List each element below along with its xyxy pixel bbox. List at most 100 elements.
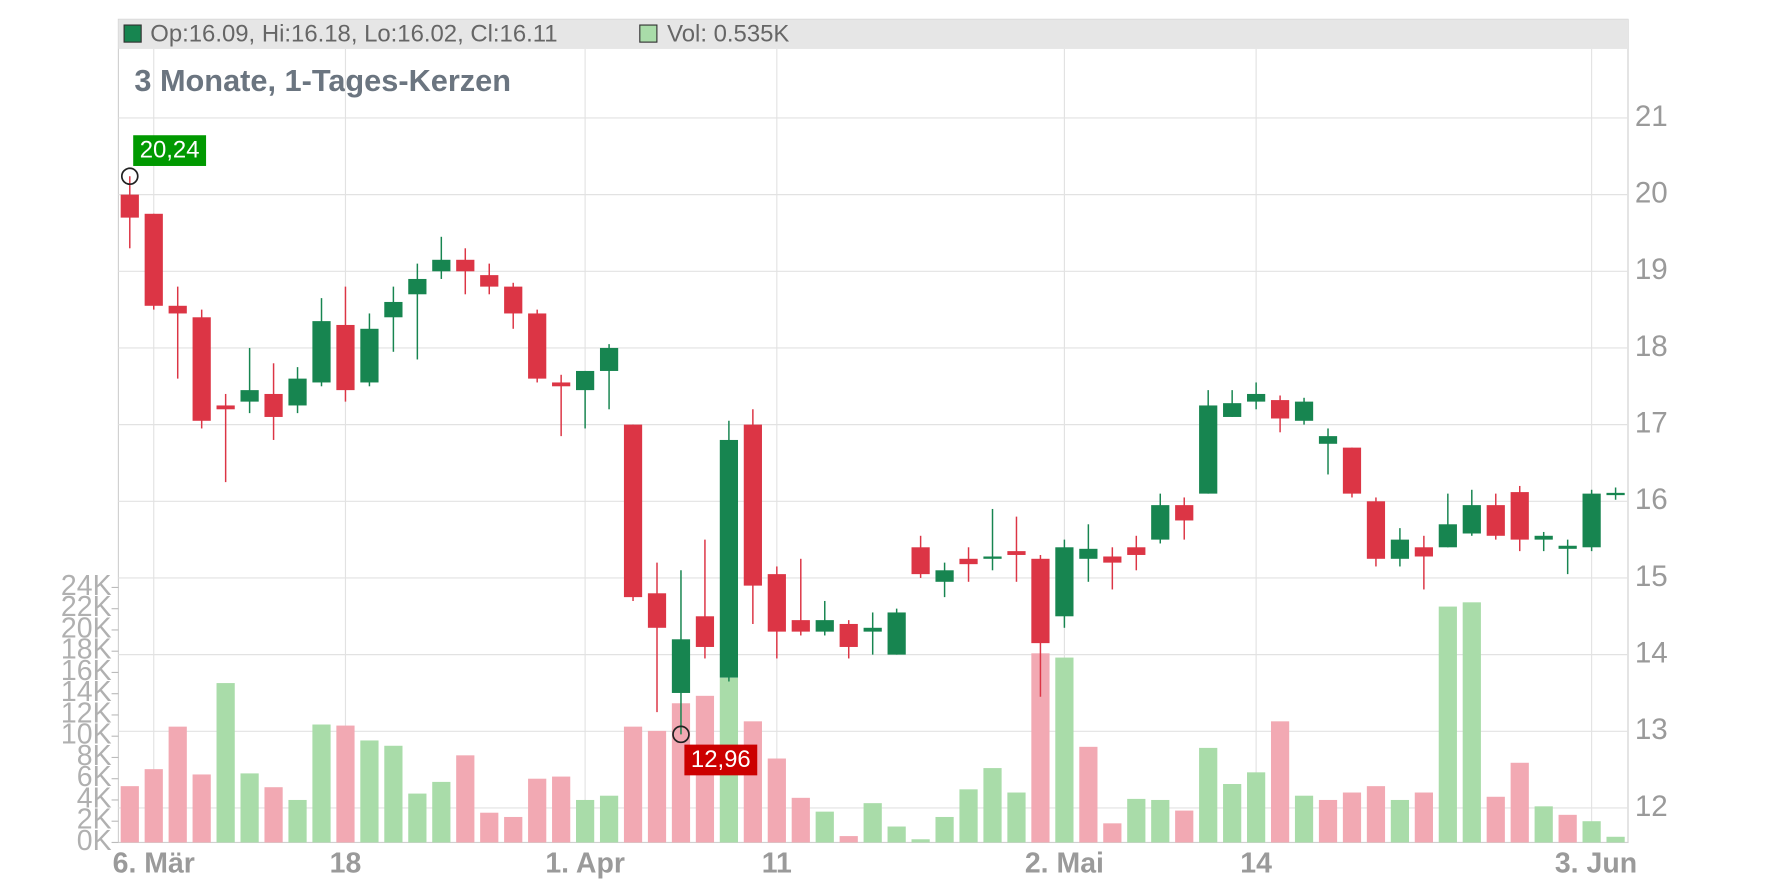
volume-bar — [552, 776, 571, 843]
y2-tick-label: 24K — [61, 570, 112, 602]
x-tick-label: 18 — [330, 848, 362, 880]
volume-bar — [767, 758, 786, 843]
volume-bar — [1390, 799, 1410, 843]
volume-bar — [288, 799, 307, 843]
y2-tick-label: 16K — [61, 655, 112, 687]
volume-bar — [144, 769, 163, 843]
volume-bar — [1270, 721, 1290, 843]
candle-body — [1510, 492, 1529, 540]
candle-body — [1342, 447, 1362, 494]
y2-tick-label: 4K — [77, 782, 112, 814]
candle-body — [1103, 556, 1122, 563]
candle-body — [1438, 524, 1457, 548]
y-tick-label: 17 — [1635, 406, 1668, 439]
candle-body — [216, 405, 235, 410]
y2-tick-label: 20K — [61, 612, 112, 644]
volume-bar — [1534, 806, 1553, 843]
candle-body — [312, 321, 331, 383]
candle-body — [1414, 547, 1433, 557]
volume-bar — [983, 768, 1002, 843]
candle-body — [120, 194, 139, 218]
x-tick-label: 3. Jun — [1555, 848, 1637, 880]
volume-bar — [1486, 796, 1505, 843]
candle-body — [599, 347, 619, 371]
candle-body — [1270, 400, 1290, 419]
volume-bar — [1151, 799, 1170, 843]
candle-body — [360, 328, 379, 383]
volume-bar — [1414, 792, 1433, 843]
candle-body — [863, 627, 882, 632]
volume-bar — [216, 683, 235, 843]
volume-bar — [1510, 762, 1529, 843]
volume-bar — [504, 816, 523, 843]
volume-info: Vol: 0.535K — [667, 21, 789, 48]
volume-bar — [935, 816, 954, 843]
y-tick-label: 13 — [1635, 713, 1668, 746]
candle-body — [1390, 539, 1410, 559]
candle-body — [384, 301, 403, 318]
y2-tick-label: 6K — [77, 761, 112, 793]
price-legend-swatch — [123, 24, 142, 43]
volume-bar — [959, 789, 978, 843]
candle-body — [1558, 545, 1577, 549]
y2-tick-label: 2K — [77, 804, 112, 836]
volume-bar — [623, 726, 643, 843]
volume-bar — [1175, 810, 1194, 843]
y-tick-label: 15 — [1635, 560, 1668, 593]
y2-tick-label: 14K — [61, 676, 112, 708]
candle-body — [1294, 401, 1314, 421]
candle-body — [1199, 405, 1218, 494]
candle-body — [1247, 393, 1266, 402]
volume-bar — [528, 778, 547, 843]
volume-legend-swatch — [639, 24, 658, 43]
candle-body — [1606, 492, 1625, 496]
candle-body — [839, 623, 858, 647]
x-tick-label: 6. Mär — [113, 848, 195, 880]
extreme-marker — [672, 725, 690, 744]
y-tick-label: 16 — [1635, 483, 1668, 516]
candle-body — [791, 620, 810, 632]
volume-bar — [1007, 792, 1026, 843]
candle-body — [671, 639, 691, 693]
candle-body — [528, 313, 547, 379]
candle-body — [552, 382, 571, 387]
candle-body — [504, 286, 523, 314]
y-tick-label: 21 — [1635, 100, 1668, 133]
plot-frame — [117, 18, 1629, 844]
candle-body — [264, 393, 283, 417]
volume-bar — [671, 703, 691, 843]
candle-body — [480, 275, 499, 287]
volume-bar — [791, 797, 810, 843]
y2-tick-label: 8K — [77, 740, 112, 772]
volume-bar — [743, 721, 762, 843]
volume-bar — [240, 773, 259, 843]
candle-body — [1055, 547, 1074, 617]
candle-body — [336, 324, 355, 391]
y2-tick-label: 22K — [61, 591, 112, 623]
volume-bar — [1438, 606, 1457, 843]
candle-body — [240, 390, 259, 402]
candle-body — [719, 439, 739, 678]
volume-bar — [1055, 657, 1074, 843]
x-tick-label: 11 — [762, 848, 792, 880]
candle-body — [1007, 551, 1026, 555]
y-tick-label: 12 — [1635, 790, 1668, 823]
volume-bar — [456, 755, 475, 843]
volume-bar — [384, 745, 403, 843]
candle-body — [1534, 535, 1553, 540]
x-tick-label: 14 — [1240, 848, 1272, 880]
candle-body — [623, 424, 643, 598]
volume-bar — [839, 836, 858, 843]
volume-bar — [599, 795, 619, 843]
candle-body — [432, 259, 451, 272]
volume-bar — [887, 826, 906, 843]
volume-bar — [432, 781, 451, 843]
candle-body — [288, 378, 307, 406]
volume-bar — [1103, 823, 1122, 843]
candle-body — [1127, 547, 1146, 555]
volume-bar — [576, 799, 595, 843]
candle-body — [168, 305, 187, 314]
info-bar — [118, 19, 1628, 49]
annotation-label: 20,24 — [140, 136, 200, 163]
